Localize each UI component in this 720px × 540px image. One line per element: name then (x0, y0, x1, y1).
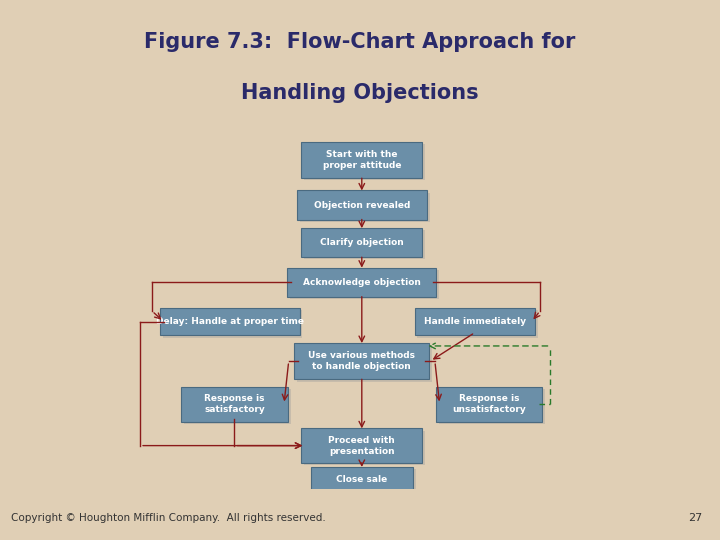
Text: Start with the
proper attitude: Start with the proper attitude (323, 150, 401, 170)
FancyBboxPatch shape (302, 228, 422, 257)
Text: Close sale: Close sale (336, 475, 387, 484)
Text: Response is
unsatisfactory: Response is unsatisfactory (452, 394, 526, 414)
FancyBboxPatch shape (290, 270, 439, 299)
FancyBboxPatch shape (305, 430, 425, 465)
Text: Response is
satisfactory: Response is satisfactory (204, 394, 265, 414)
FancyBboxPatch shape (302, 142, 422, 178)
FancyBboxPatch shape (418, 310, 538, 338)
FancyBboxPatch shape (436, 387, 542, 422)
Text: Copyright © Houghton Mifflin Company.  All rights reserved.: Copyright © Houghton Mifflin Company. Al… (11, 512, 325, 523)
Text: Acknowledge objection: Acknowledge objection (303, 278, 420, 287)
Text: Use various methods
to handle objection: Use various methods to handle objection (308, 351, 415, 372)
FancyBboxPatch shape (305, 144, 425, 180)
FancyBboxPatch shape (300, 193, 430, 222)
Text: Clarify objection: Clarify objection (320, 238, 404, 247)
FancyBboxPatch shape (181, 387, 288, 422)
FancyBboxPatch shape (297, 191, 427, 220)
FancyBboxPatch shape (305, 231, 425, 259)
FancyBboxPatch shape (287, 268, 436, 297)
FancyBboxPatch shape (160, 308, 300, 335)
Text: 27: 27 (688, 512, 702, 523)
FancyBboxPatch shape (302, 428, 422, 463)
FancyBboxPatch shape (415, 308, 536, 335)
Text: Handle immediately: Handle immediately (424, 317, 526, 326)
FancyBboxPatch shape (163, 310, 302, 338)
FancyBboxPatch shape (314, 469, 415, 495)
FancyBboxPatch shape (297, 345, 432, 381)
FancyBboxPatch shape (184, 389, 291, 424)
FancyBboxPatch shape (311, 467, 413, 492)
FancyBboxPatch shape (294, 343, 429, 380)
Text: Delay: Handle at proper time: Delay: Handle at proper time (156, 317, 304, 326)
Text: Proceed with
presentation: Proceed with presentation (328, 436, 395, 456)
FancyBboxPatch shape (438, 389, 545, 424)
Text: Figure 7.3:  Flow-Chart Approach for: Figure 7.3: Flow-Chart Approach for (144, 31, 576, 52)
Text: Handling Objections: Handling Objections (241, 83, 479, 103)
Text: Objection revealed: Objection revealed (314, 200, 410, 210)
